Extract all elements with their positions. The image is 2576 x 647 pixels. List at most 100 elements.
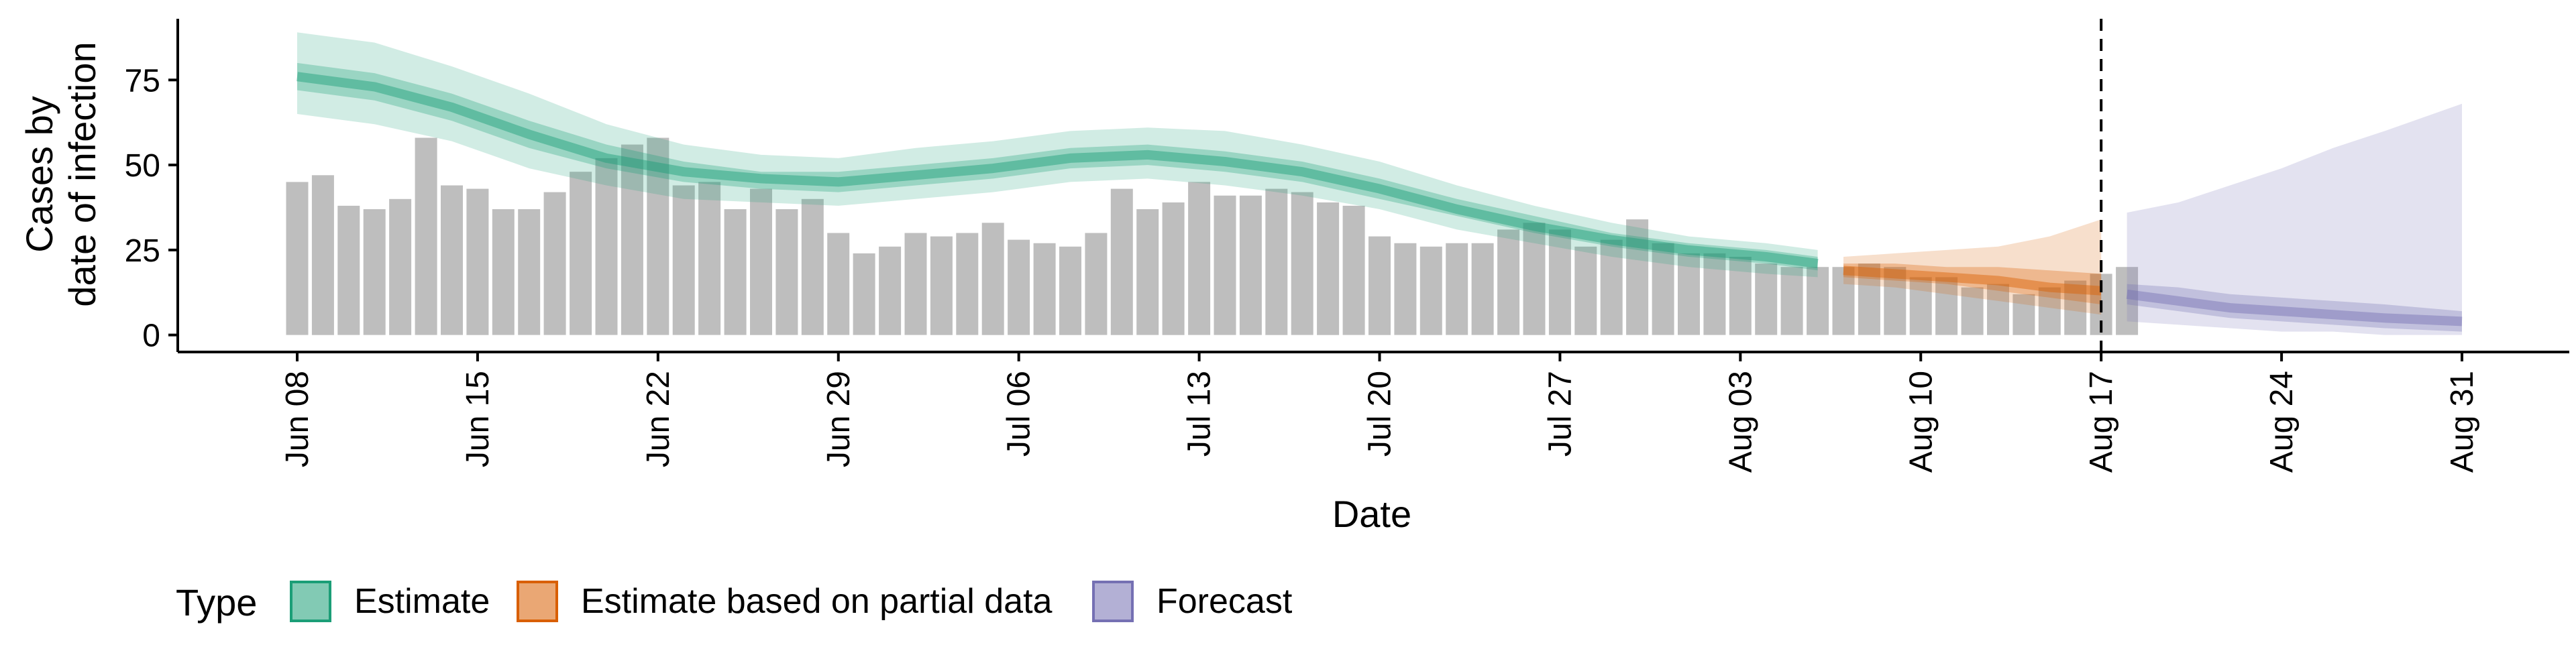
x-tick-label: Aug 31: [2445, 371, 2480, 473]
x-tick-label: Jul 13: [1182, 371, 1218, 457]
axes-layer: 0 25 50 75 Jun 08 Jun 15 Jun 22 Jun 29 Jul 06 Jul…: [125, 19, 2569, 473]
case-bar: [441, 185, 463, 335]
case-bar: [1162, 202, 1185, 335]
case-bar: [904, 233, 927, 335]
case-bar: [1008, 239, 1030, 335]
case-bar: [1987, 284, 2009, 335]
case-bar: [1703, 253, 1726, 335]
case-bar: [1807, 267, 1829, 335]
case-bar: [672, 185, 695, 335]
case-bar: [724, 209, 747, 335]
case-bar: [1368, 236, 1391, 335]
ribbons-layer: [297, 32, 2463, 335]
estimate-outer-band: [297, 32, 1818, 278]
case-bar: [956, 233, 979, 335]
case-bar: [286, 182, 309, 335]
x-tick-label: Jul 27: [1542, 371, 1578, 457]
x-tick-label: Aug 10: [1903, 371, 1939, 473]
legend: Type Estimate Estimate based on partial d…: [176, 581, 1293, 624]
case-bar: [1626, 219, 1649, 335]
case-bar: [363, 209, 386, 335]
case-bar: [1394, 243, 1417, 335]
case-bar: [466, 188, 489, 335]
x-tick-label: Jun 29: [821, 371, 857, 467]
y-tick-label: 75: [125, 63, 160, 99]
case-bar: [2064, 280, 2087, 335]
estimate-based-on-partial-data-outer-band: [1843, 219, 2102, 315]
x-tick-label: Jul 06: [1002, 371, 1037, 457]
case-bar: [930, 236, 953, 335]
case-bar: [1419, 246, 1442, 335]
case-bar: [1780, 267, 1803, 335]
case-bar: [1961, 287, 1984, 335]
case-bar: [1523, 223, 1546, 335]
case-bar: [1678, 253, 1700, 335]
case-bar: [1909, 277, 1932, 335]
legend-title: Type: [176, 581, 257, 624]
bars-layer: [286, 137, 2139, 335]
case-bar: [2038, 287, 2061, 335]
case-bar: [337, 205, 360, 335]
case-bar: [1832, 267, 1855, 335]
case-bar: [1188, 182, 1211, 335]
case-bar: [2116, 267, 2139, 335]
case-bar: [1265, 188, 1288, 335]
case-bar: [1342, 205, 1365, 335]
case-bar: [1136, 209, 1159, 335]
case-bar: [1291, 192, 1313, 335]
case-bar: [647, 137, 669, 335]
y-tick-label: 25: [125, 233, 160, 269]
forecast-inner-band: [2127, 284, 2462, 332]
case-bar: [827, 233, 850, 335]
estimate-based-on-partial-data-median-line: [1843, 266, 2102, 296]
case-bar: [595, 158, 618, 335]
case-bar: [1471, 243, 1494, 335]
x-tick-label: Aug 03: [1723, 371, 1758, 473]
case-bar: [1446, 243, 1468, 335]
case-bar: [1085, 233, 1108, 335]
case-bar: [543, 192, 566, 335]
case-bar: [853, 253, 875, 335]
estimate-based-on-partial-data-inner-band: [1843, 263, 2102, 304]
case-bar: [1600, 239, 1623, 335]
y-tick-label: 50: [125, 148, 160, 184]
case-bar: [981, 223, 1004, 335]
forecast-legend-key: [1092, 581, 1134, 622]
estimate-legend-label: Estimate: [354, 582, 490, 621]
case-bar: [801, 198, 824, 335]
x-tick-label: Jun 15: [460, 371, 496, 467]
case-bar: [621, 144, 643, 335]
forecast-legend-label: Forecast: [1157, 582, 1293, 621]
case-bar: [1858, 263, 1880, 335]
case-bar: [698, 182, 721, 335]
case-bar: [1574, 246, 1597, 335]
case-bar: [1033, 243, 1056, 335]
case-bar: [1317, 202, 1340, 335]
case-bar: [750, 188, 772, 335]
case-bar: [1059, 246, 1081, 335]
x-tick-label: Jun 08: [280, 371, 315, 467]
y-tick-label: 0: [142, 318, 160, 354]
x-tick-label: Aug 24: [2264, 371, 2300, 473]
y-axis-title-line-1: Cases by: [18, 96, 60, 252]
estimate-based-on-partial-data-legend-label: Estimate based on partial data: [581, 582, 1053, 621]
forecast-outer-band: [2127, 103, 2462, 335]
case-bar: [775, 209, 798, 335]
estimate-median-line: [297, 72, 1819, 269]
x-tick-label: Jun 22: [641, 371, 676, 467]
estimate-inner-band: [297, 62, 1818, 271]
case-bar: [518, 209, 541, 335]
x-axis-title: Date: [1332, 493, 1411, 535]
case-bar: [2012, 294, 2035, 335]
case-bar: [1239, 195, 1262, 335]
case-bar: [415, 137, 437, 335]
case-bar: [1755, 263, 1778, 335]
case-bar: [879, 246, 902, 335]
case-bar: [1884, 267, 1907, 335]
case-bar: [492, 209, 515, 335]
x-tick-label: Jul 20: [1362, 371, 1398, 457]
case-bar: [1548, 229, 1571, 335]
estimate-based-on-partial-data-legend-key: [517, 581, 558, 622]
y-axis-title-line-2: date of infection: [61, 42, 103, 306]
